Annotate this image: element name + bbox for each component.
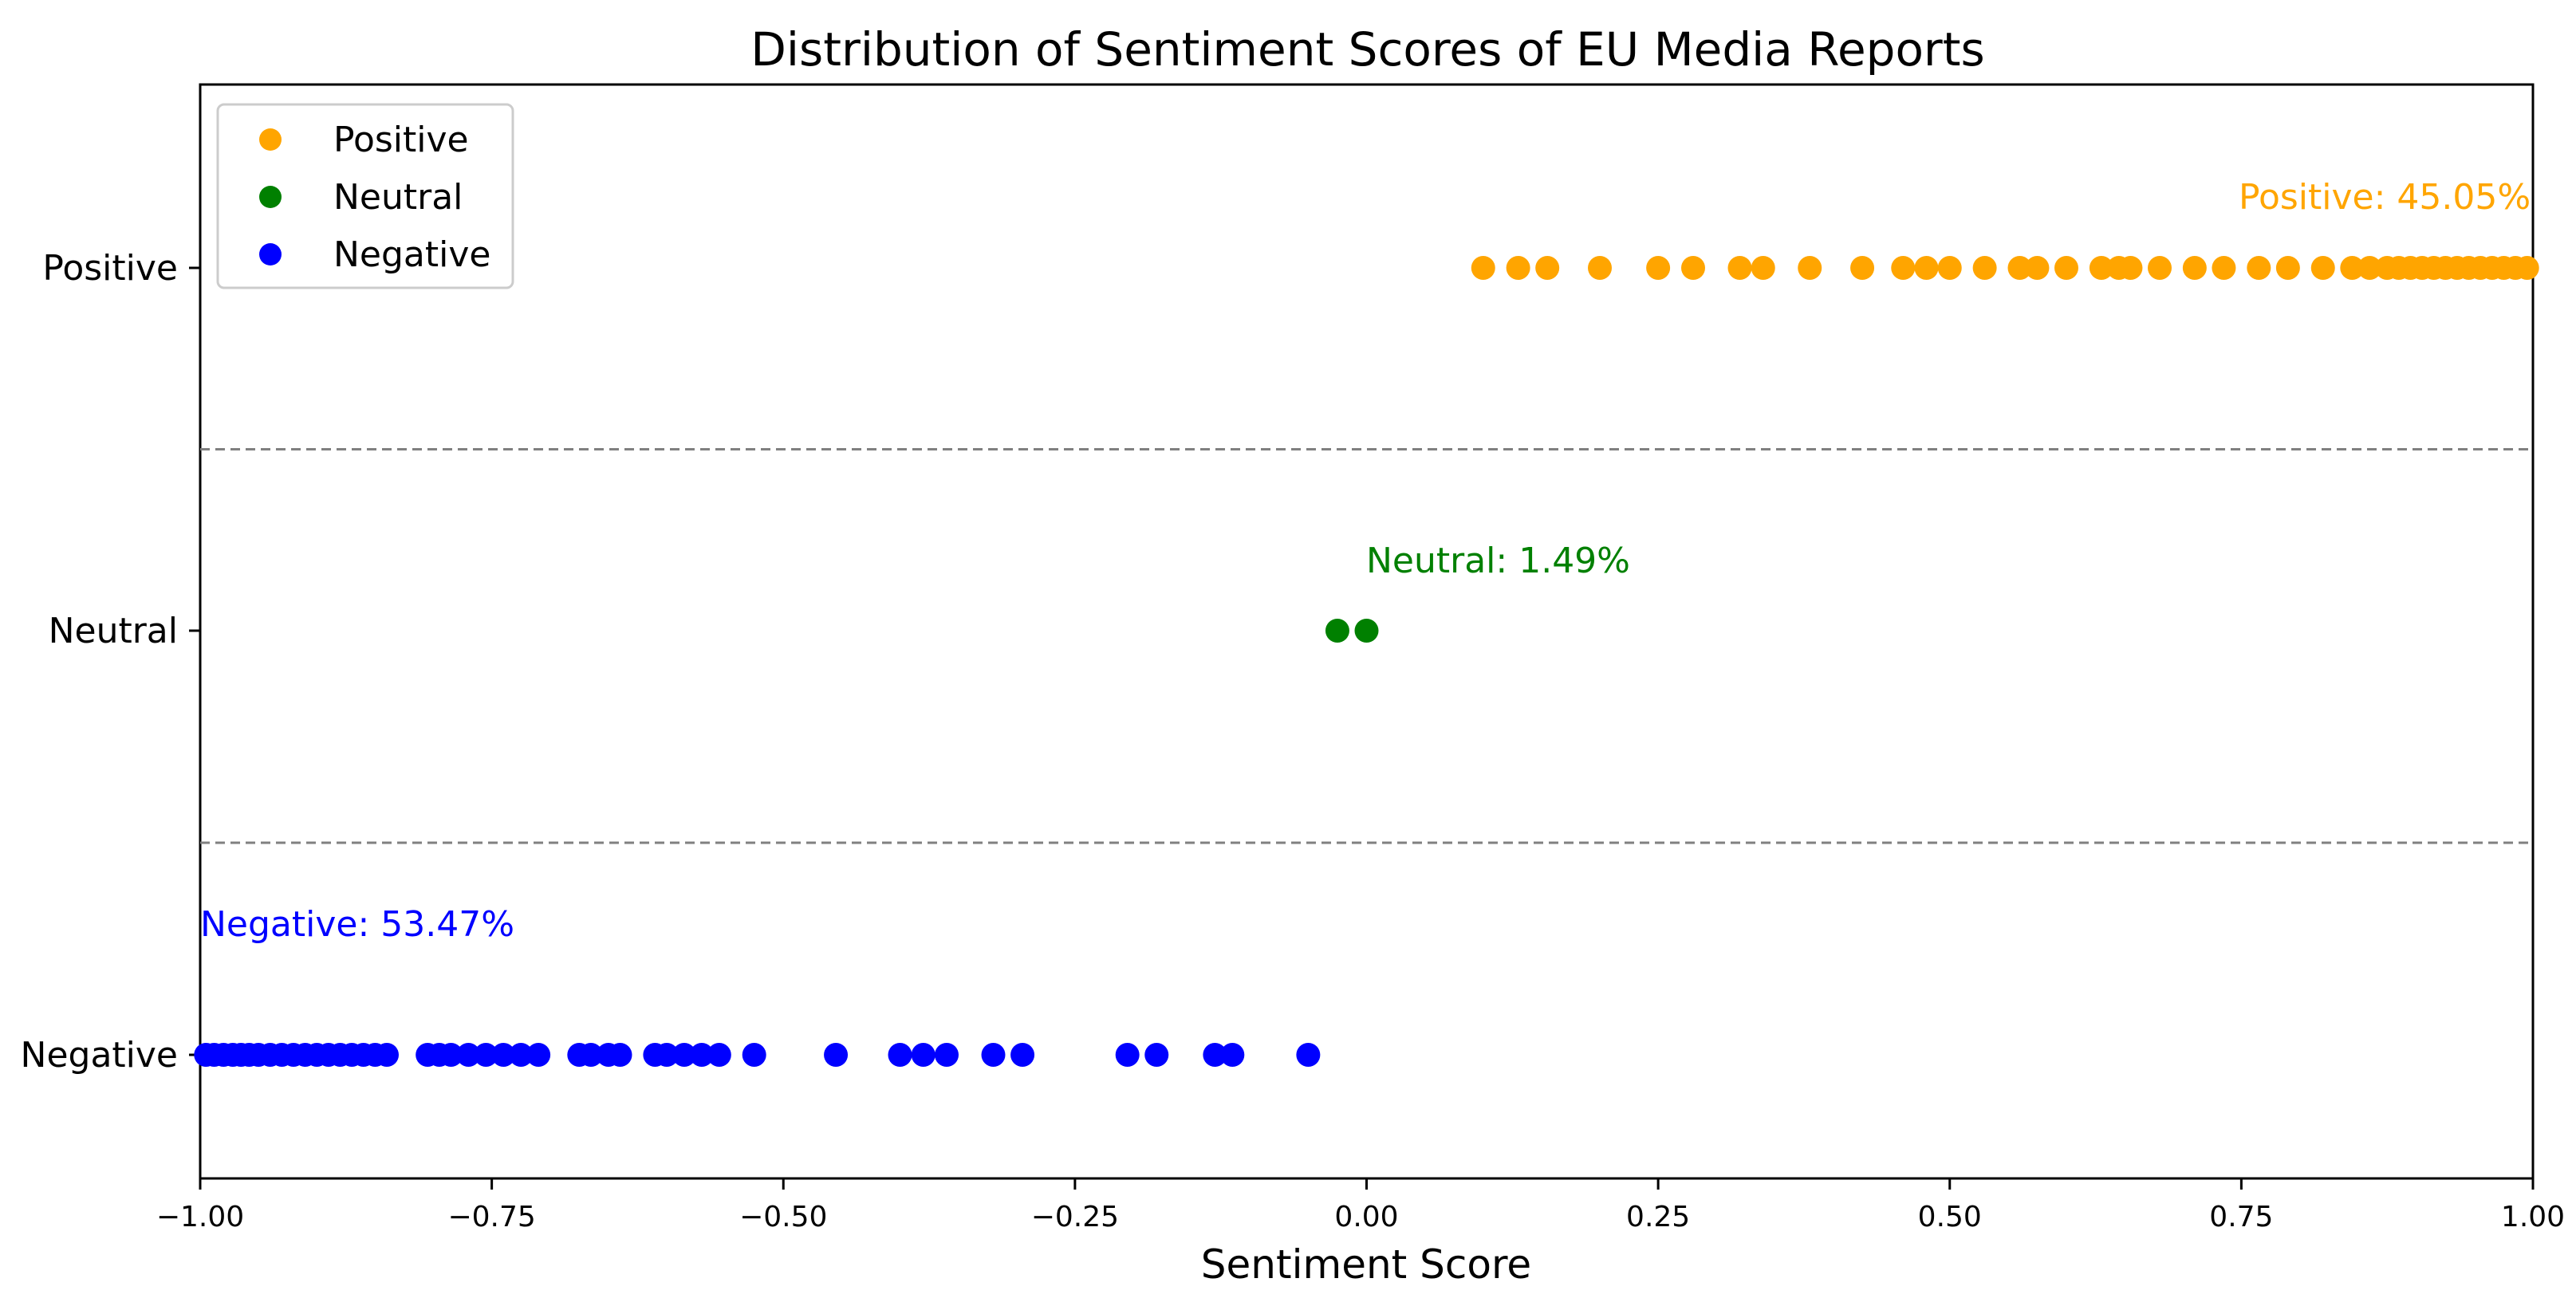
- data-points: [194, 256, 2539, 1067]
- positive-point: [1891, 256, 1916, 280]
- positive-point: [2247, 256, 2271, 280]
- positive-point: [2310, 256, 2335, 280]
- negative-point: [1220, 1043, 1245, 1067]
- negative-point: [935, 1043, 959, 1067]
- annotation-positive: Positive: 45.05%: [2239, 177, 2531, 218]
- legend-label-positive: Positive: [333, 120, 469, 160]
- negative-point: [1144, 1043, 1169, 1067]
- legend-label-neutral: Neutral: [333, 177, 463, 218]
- negative-point: [707, 1043, 731, 1067]
- positive-point: [1535, 256, 1560, 280]
- y-axis-ticks: Negative Neutral Positive: [21, 248, 200, 1076]
- y-tick-label-positive: Positive: [42, 248, 178, 289]
- negative-point: [456, 1043, 481, 1067]
- y-tick-label-negative: Negative: [21, 1035, 178, 1076]
- legend: Positive Neutral Negative: [216, 103, 514, 289]
- neutral-point: [1325, 619, 1349, 643]
- negative-point: [439, 1043, 463, 1067]
- positive-point: [1914, 256, 1939, 280]
- x-tick-label: 0.00: [1334, 1201, 1398, 1233]
- positive-point: [2089, 256, 2113, 280]
- x-tick-label: −1.00: [156, 1201, 244, 1233]
- positive-point: [2118, 256, 2143, 280]
- annotation-neutral: Neutral: 1.49%: [1366, 541, 1630, 581]
- chart-title: Distribution of Sentiment Scores of EU M…: [750, 22, 1984, 77]
- positive-point: [1471, 256, 1495, 280]
- positive-point: [1798, 256, 1822, 280]
- legend-frame: [216, 103, 514, 289]
- x-tick-label: 0.50: [1918, 1201, 1982, 1233]
- negative-point: [608, 1043, 632, 1067]
- negative-point: [1203, 1043, 1227, 1067]
- negative-point: [824, 1043, 849, 1067]
- negative-point: [375, 1043, 399, 1067]
- positive-point: [1646, 256, 1671, 280]
- x-tick-label: −0.50: [739, 1201, 827, 1233]
- negative-point: [655, 1043, 679, 1067]
- negative-point: [911, 1043, 935, 1067]
- negative-point: [474, 1043, 498, 1067]
- positive-point: [1751, 256, 1775, 280]
- positive-point: [1850, 256, 1875, 280]
- positive-point: [2212, 256, 2236, 280]
- positive-point: [2357, 256, 2382, 280]
- positive-point: [1727, 256, 1752, 280]
- negative-point: [491, 1043, 516, 1067]
- negative-point: [1115, 1043, 1140, 1067]
- x-axis-label: Sentiment Score: [1201, 1241, 1531, 1288]
- legend-label-negative: Negative: [333, 234, 490, 275]
- negative-point: [526, 1043, 551, 1067]
- positive-point: [1681, 256, 1705, 280]
- positive-point: [2275, 256, 2300, 280]
- legend-marker-negative: [259, 243, 282, 266]
- legend-marker-positive: [259, 128, 282, 151]
- x-tick-label: −0.25: [1031, 1201, 1119, 1233]
- positive-point: [1506, 256, 1530, 280]
- negative-point: [578, 1043, 603, 1067]
- positive-point: [2148, 256, 2172, 280]
- positive-point: [2182, 256, 2207, 280]
- negative-point: [1010, 1043, 1035, 1067]
- positive-point: [1937, 256, 1962, 280]
- x-tick-label: 0.75: [2209, 1201, 2273, 1233]
- category-separators: [200, 448, 2533, 844]
- x-tick-label: 0.25: [1626, 1201, 1690, 1233]
- annotation-negative: Negative: 53.47%: [200, 904, 514, 945]
- negative-point: [509, 1043, 534, 1067]
- positive-point: [2025, 256, 2050, 280]
- positive-point: [2340, 256, 2365, 280]
- annotations: Positive: 45.05% Neutral: 1.49% Negative: …: [200, 177, 2531, 945]
- positive-point: [2007, 256, 2032, 280]
- positive-point: [2515, 256, 2539, 280]
- positive-point: [1972, 256, 1997, 280]
- neutral-point: [1354, 619, 1379, 643]
- negative-point: [1296, 1043, 1321, 1067]
- x-tick-label: −0.75: [447, 1201, 535, 1233]
- x-tick-label: 1.00: [2501, 1201, 2565, 1233]
- legend-marker-neutral: [259, 186, 282, 208]
- negative-point: [888, 1043, 912, 1067]
- negative-point: [689, 1043, 714, 1067]
- negative-point: [672, 1043, 696, 1067]
- negative-point: [742, 1043, 766, 1067]
- negative-point: [981, 1043, 1006, 1067]
- x-axis-ticks: −1.00 −0.75 −0.50 −0.25 0.00 0.25 0.50 0.75 1.00: [156, 1178, 2565, 1233]
- positive-point: [2054, 256, 2078, 280]
- positive-point: [1588, 256, 1612, 280]
- y-tick-label-neutral: Neutral: [49, 611, 178, 651]
